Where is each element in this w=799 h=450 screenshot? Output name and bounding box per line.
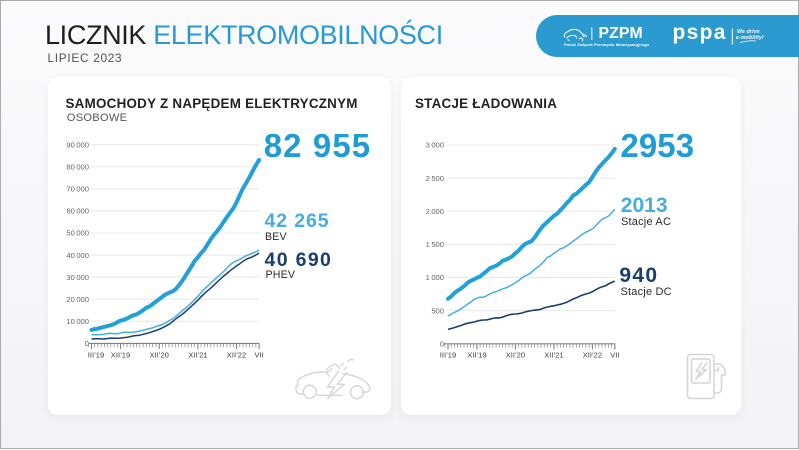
- svg-text:70 000: 70 000: [66, 185, 89, 194]
- svg-text:XII’21: XII’21: [188, 351, 207, 360]
- svg-text:XII’19: XII’19: [467, 351, 486, 360]
- svg-text:80 000: 80 000: [66, 162, 89, 171]
- svg-text:20 000: 20 000: [66, 295, 89, 304]
- svg-text:2 000: 2 000: [426, 207, 444, 216]
- svg-text:2 500: 2 500: [426, 174, 444, 183]
- svg-text:10 000: 10 000: [66, 317, 89, 326]
- svg-text:1 000: 1 000: [426, 273, 444, 282]
- svg-text:60 000: 60 000: [66, 207, 89, 216]
- svg-text:0: 0: [440, 340, 444, 349]
- svg-text:90 000: 90 000: [66, 140, 89, 149]
- svg-text:50 000: 50 000: [66, 229, 89, 238]
- svg-text:500: 500: [431, 306, 444, 315]
- svg-text:XII’22: XII’22: [583, 351, 602, 360]
- svg-text:XII’19: XII’19: [111, 351, 130, 360]
- svg-text:40 000: 40 000: [66, 251, 89, 260]
- svg-text:III’19: III’19: [440, 351, 456, 360]
- svg-text:VII: VII: [254, 351, 263, 360]
- svg-text:3 000: 3 000: [426, 141, 444, 150]
- svg-text:XII’20: XII’20: [506, 351, 525, 360]
- svg-text:0: 0: [85, 339, 89, 348]
- svg-text:1 500: 1 500: [426, 240, 444, 249]
- svg-text:XII’20: XII’20: [149, 351, 168, 360]
- svg-text:XII’21: XII’21: [544, 351, 563, 360]
- svg-text:30 000: 30 000: [66, 273, 89, 282]
- svg-text:III’19: III’19: [88, 351, 104, 360]
- svg-text:VII: VII: [610, 351, 619, 360]
- svg-text:XII’22: XII’22: [227, 351, 246, 360]
